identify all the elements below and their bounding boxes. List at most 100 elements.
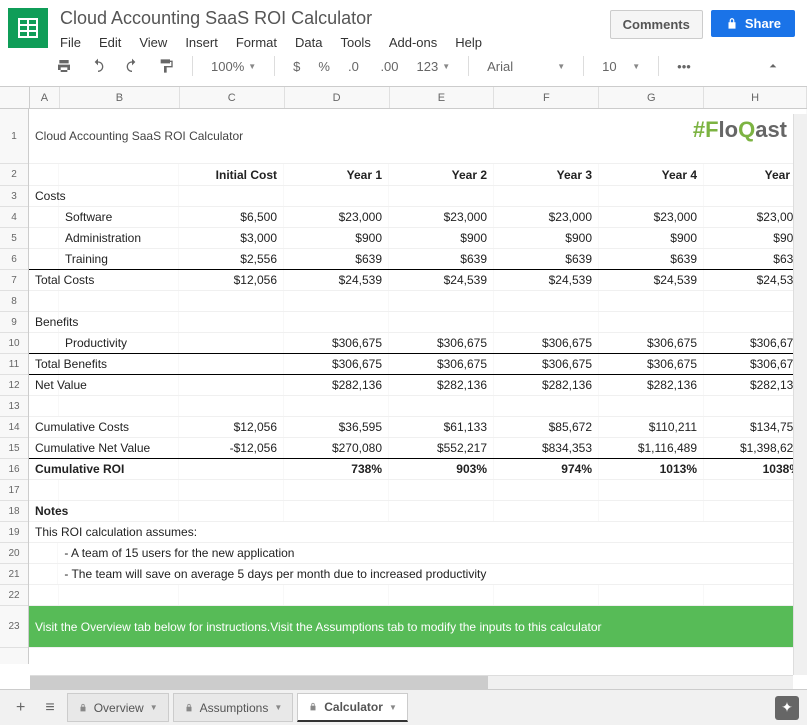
cell[interactable] <box>179 459 284 479</box>
horizontal-scrollbar[interactable] <box>30 675 793 689</box>
cell[interactable] <box>179 375 284 395</box>
cell[interactable] <box>704 291 807 311</box>
cell[interactable] <box>179 501 284 521</box>
cell[interactable] <box>599 291 704 311</box>
more-formats[interactable]: 123▼ <box>411 55 457 78</box>
vertical-scrollbar[interactable] <box>793 114 807 675</box>
cell[interactable]: Net Value <box>29 375 59 395</box>
cell[interactable]: $639 <box>599 249 704 269</box>
cell[interactable] <box>494 291 599 311</box>
col-header-E[interactable]: E <box>390 87 495 108</box>
cell[interactable]: $639 <box>389 249 494 269</box>
document-title[interactable]: Cloud Accounting SaaS ROI Calculator <box>60 8 610 29</box>
cell[interactable]: $552,217 <box>389 438 494 458</box>
cell[interactable]: $134,750 <box>704 417 807 437</box>
cell[interactable] <box>59 312 179 332</box>
cell[interactable] <box>494 186 599 206</box>
cell[interactable] <box>494 501 599 521</box>
menu-data[interactable]: Data <box>295 35 322 50</box>
cell[interactable]: $282,136 <box>494 375 599 395</box>
cell[interactable]: $1,398,625 <box>704 438 807 458</box>
cell[interactable]: Costs <box>29 186 59 206</box>
row-number[interactable]: 22 <box>0 585 28 606</box>
cell[interactable]: $110,211 <box>599 417 704 437</box>
cell[interactable] <box>704 312 807 332</box>
cell[interactable] <box>389 186 494 206</box>
cell[interactable]: $24,539 <box>599 270 704 290</box>
row-number[interactable]: 1 <box>0 109 28 164</box>
cell[interactable] <box>59 585 179 605</box>
row-number[interactable]: 10 <box>0 333 28 354</box>
cell[interactable] <box>284 480 389 500</box>
cell[interactable]: $23,000 <box>494 207 599 227</box>
row-number[interactable]: 8 <box>0 291 28 312</box>
cell[interactable]: Year 1 <box>284 164 389 185</box>
cells-area[interactable]: Cloud Accounting SaaS ROI Calculator#Flo… <box>29 109 807 664</box>
col-header-A[interactable]: A <box>30 87 60 108</box>
cell[interactable]: $24,539 <box>494 270 599 290</box>
cell[interactable]: Year 2 <box>389 164 494 185</box>
cell[interactable]: $24,539 <box>284 270 389 290</box>
cell[interactable]: $306,675 <box>704 354 807 374</box>
more-toolbar-icon[interactable]: ••• <box>671 55 697 78</box>
cell[interactable]: $24,539 <box>389 270 494 290</box>
cell[interactable] <box>59 375 179 395</box>
row-number[interactable]: 23 <box>0 606 28 648</box>
font-select[interactable]: Arial▼ <box>481 55 571 78</box>
cell[interactable]: Benefits <box>29 312 59 332</box>
cell[interactable] <box>179 396 284 416</box>
cell[interactable] <box>29 228 59 248</box>
cell[interactable]: $12,056 <box>179 270 284 290</box>
cell[interactable]: $282,136 <box>704 375 807 395</box>
cell[interactable] <box>389 480 494 500</box>
row-number[interactable]: 21 <box>0 564 28 585</box>
font-size-select[interactable]: 10▼ <box>596 55 646 78</box>
cell[interactable]: $306,675 <box>599 333 704 353</box>
cell[interactable]: 974% <box>494 459 599 479</box>
cell[interactable] <box>389 291 494 311</box>
cell[interactable] <box>59 396 179 416</box>
increase-decimal[interactable]: .00 <box>374 55 404 78</box>
cell[interactable]: $900 <box>494 228 599 248</box>
cell[interactable]: $306,675 <box>494 333 599 353</box>
cell[interactable]: $900 <box>284 228 389 248</box>
cell[interactable]: $306,675 <box>704 333 807 353</box>
cell[interactable] <box>284 396 389 416</box>
cell[interactable] <box>389 585 494 605</box>
menu-view[interactable]: View <box>139 35 167 50</box>
cell[interactable]: 903% <box>389 459 494 479</box>
cell[interactable]: $36,595 <box>284 417 389 437</box>
cell[interactable] <box>494 585 599 605</box>
row-number[interactable]: 3 <box>0 186 28 207</box>
cell[interactable] <box>179 291 284 311</box>
row-number[interactable]: 19 <box>0 522 28 543</box>
decrease-decimal[interactable]: .0 <box>342 55 368 78</box>
menu-help[interactable]: Help <box>455 35 482 50</box>
cell[interactable] <box>29 164 59 185</box>
col-header-C[interactable]: C <box>180 87 285 108</box>
cell[interactable] <box>599 396 704 416</box>
cell[interactable] <box>59 501 179 521</box>
cell[interactable]: Productivity <box>59 333 179 353</box>
cell[interactable]: $306,675 <box>389 354 494 374</box>
cell[interactable] <box>59 354 179 374</box>
add-sheet-button[interactable]: + <box>8 695 33 721</box>
cell[interactable] <box>29 333 59 353</box>
print-icon[interactable] <box>50 54 78 78</box>
row-number[interactable]: 9 <box>0 312 28 333</box>
redo-icon[interactable] <box>118 54 146 78</box>
cell[interactable]: $900 <box>599 228 704 248</box>
cell[interactable]: $306,675 <box>389 333 494 353</box>
row-number[interactable]: 6 <box>0 249 28 270</box>
cell[interactable] <box>29 396 59 416</box>
cell[interactable]: $282,136 <box>389 375 494 395</box>
cell[interactable]: Total Costs <box>29 270 59 290</box>
sheet-tab-calculator[interactable]: Calculator▼ <box>297 693 408 722</box>
cell[interactable] <box>29 543 58 563</box>
cell[interactable]: Year 3 <box>494 164 599 185</box>
cell[interactable] <box>284 291 389 311</box>
cell[interactable]: Training <box>59 249 179 269</box>
cell[interactable]: $306,675 <box>284 354 389 374</box>
cell[interactable] <box>494 396 599 416</box>
cell[interactable] <box>599 480 704 500</box>
